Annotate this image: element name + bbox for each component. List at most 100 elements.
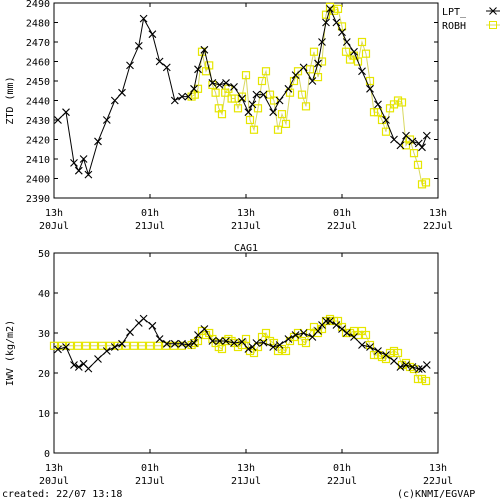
data-point-lpt [358, 341, 366, 349]
credit-footer: (c)KNMI/EGVAP [397, 489, 475, 500]
data-point-robh [313, 72, 323, 82]
data-point-lpt [291, 71, 300, 80]
x-tick-date: 21Jul [135, 476, 165, 487]
data-point-lpt [79, 155, 88, 163]
data-point-lpt [118, 339, 126, 348]
data-point-lpt [284, 84, 293, 93]
data-point-lpt [350, 333, 358, 341]
ztd-chart: 2390 2400 2410 2420 2430 2440 2450 2460 2470 2480… [5, 0, 500, 232]
data-point-robh [393, 348, 403, 358]
data-point-lpt [259, 338, 268, 347]
x-tick-hour: 13h [237, 208, 255, 219]
data-point-lpt [402, 131, 410, 140]
data-point-robh [113, 341, 123, 350]
y-tick-label: 2420 [26, 136, 50, 147]
data-point-lpt [374, 100, 382, 109]
data-point-lpt [170, 96, 179, 105]
data-point-robh [129, 341, 139, 350]
series-line-lpt [57, 7, 428, 177]
data-point-lpt [414, 365, 423, 373]
data-point-lpt [222, 337, 230, 345]
data-point-lpt [94, 137, 102, 146]
data-point-robh [261, 328, 271, 338]
y-tick-label: 40 [38, 289, 50, 300]
data-point-lpt [190, 339, 198, 347]
data-point-robh [301, 338, 311, 348]
y-tick-label: 2430 [26, 116, 50, 127]
legend-marker-lpt [489, 7, 497, 15]
data-point-robh [241, 71, 251, 80]
y-tick-label: 2480 [26, 19, 50, 30]
data-point-robh [421, 178, 431, 187]
data-point-lpt [338, 325, 346, 333]
data-point-robh [413, 160, 423, 169]
data-point-robh [137, 341, 147, 350]
y-tick-label: 2440 [26, 97, 50, 108]
data-point-robh [245, 115, 255, 125]
data-point-lpt [299, 63, 308, 72]
data-point-robh [97, 341, 107, 350]
data-point-robh [153, 341, 163, 350]
y-tick-label: 2460 [26, 58, 50, 69]
data-point-lpt [84, 364, 93, 373]
data-point-lpt [126, 61, 134, 70]
x-tick-date: 21Jul [231, 221, 261, 232]
data-point-robh [293, 328, 303, 338]
data-point-lpt [94, 355, 102, 363]
data-point-lpt [155, 57, 164, 66]
data-point-lpt [230, 82, 238, 91]
data-point-lpt [275, 341, 284, 349]
data-point-lpt [162, 63, 171, 72]
data-point-robh [281, 119, 291, 129]
data-point-lpt [155, 335, 164, 343]
data-point-lpt [332, 321, 341, 329]
data-point-robh [81, 341, 91, 350]
data-point-lpt [269, 108, 278, 117]
data-point-lpt [178, 92, 186, 101]
x-tick-hour: 01h [141, 208, 159, 219]
y-tick-label: 30 [38, 329, 50, 340]
data-point-lpt [374, 347, 382, 355]
data-point-robh [145, 341, 155, 350]
data-point-lpt [269, 343, 278, 351]
data-point-lpt [244, 345, 253, 353]
data-point-lpt [422, 361, 431, 369]
data-point-robh [261, 67, 271, 76]
data-point-robh [357, 37, 367, 47]
data-point-robh [281, 346, 291, 356]
data-point-lpt [326, 317, 334, 325]
data-point-lpt [382, 116, 390, 124]
data-point-robh [421, 376, 431, 386]
y-tick-label: 10 [38, 409, 50, 420]
legend-label: LPT_ [442, 7, 467, 18]
y-axis-label: IWV (kg/m2) [5, 320, 16, 386]
data-point-lpt [126, 328, 134, 337]
data-point-lpt [318, 38, 326, 46]
legend-marker-robh [489, 21, 497, 29]
data-point-lpt [382, 351, 390, 359]
data-point-robh [297, 90, 307, 99]
data-point-robh [257, 76, 267, 86]
data-point-lpt [390, 135, 398, 144]
data-point-lpt [148, 321, 157, 330]
x-tick-hour: 13h [237, 463, 255, 474]
x-tick-date: 21Jul [231, 476, 261, 487]
data-point-lpt [62, 108, 70, 117]
data-point-lpt [230, 339, 238, 347]
data-point-lpt [134, 42, 143, 50]
data-point-lpt [54, 116, 62, 124]
data-point-lpt [338, 28, 346, 37]
data-point-robh [177, 341, 187, 350]
data-point-lpt [259, 90, 268, 99]
data-point-robh [361, 330, 371, 340]
data-point-robh [249, 125, 259, 134]
data-point-robh [381, 127, 391, 136]
x-tick-hour: 13h [45, 463, 63, 474]
data-point-lpt [314, 59, 322, 68]
data-point-lpt [139, 314, 148, 323]
x-tick-hour: 01h [333, 208, 351, 219]
data-point-lpt [118, 88, 126, 97]
data-point-robh [409, 149, 419, 158]
data-point-lpt [208, 79, 217, 87]
